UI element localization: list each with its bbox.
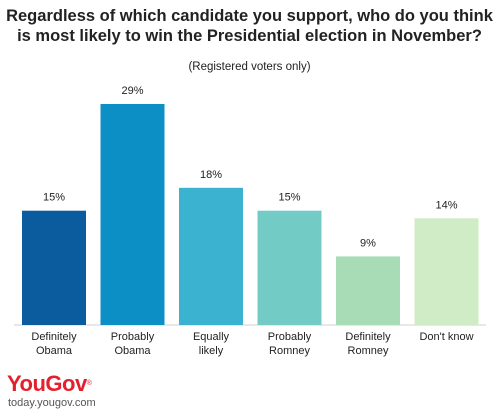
category-label-3-1: Romney — [269, 345, 310, 357]
chart-title-line1: Regardless of which candidate you suppor… — [6, 7, 493, 25]
bar-value-label-0: 15% — [43, 192, 65, 204]
bar-value-label-1: 29% — [121, 85, 143, 97]
category-label-4-1: Romney — [348, 345, 389, 357]
bar-value-label-2: 18% — [200, 169, 222, 181]
bar-1 — [100, 104, 165, 325]
bar-value-label-3: 15% — [278, 192, 300, 204]
chart-title: Regardless of which candidate you suppor… — [0, 6, 499, 46]
category-label-2-0: Equally — [193, 331, 230, 343]
yougov-url: today.yougov.com — [8, 397, 96, 409]
chart-subtitle: (Registered voters only) — [188, 61, 311, 73]
category-label-2-1: likely — [199, 345, 224, 357]
category-label-0-1: Obama — [36, 345, 73, 357]
bar-3 — [257, 210, 322, 325]
category-label-5-0: Don't know — [419, 331, 473, 343]
category-label-0-0: Definitely — [31, 331, 77, 343]
bar-4 — [336, 256, 400, 325]
category-label-1-0: Probably — [111, 331, 155, 343]
chart-title-line2: is most likely to win the Presidential e… — [17, 27, 482, 45]
registered-mark: ® — [86, 380, 92, 387]
bar-0 — [22, 210, 86, 325]
bar-2 — [179, 187, 243, 325]
bar-value-label-4: 9% — [360, 237, 376, 249]
category-label-1-1: Obama — [114, 345, 151, 357]
yougov-logo-text: YouGov — [7, 371, 87, 396]
bar-value-label-5: 14% — [435, 199, 457, 211]
category-label-4-0: Definitely — [345, 331, 391, 343]
yougov-logo: YouGov® — [7, 371, 92, 396]
category-label-3-0: Probably — [268, 331, 312, 343]
bar-5 — [414, 218, 479, 325]
